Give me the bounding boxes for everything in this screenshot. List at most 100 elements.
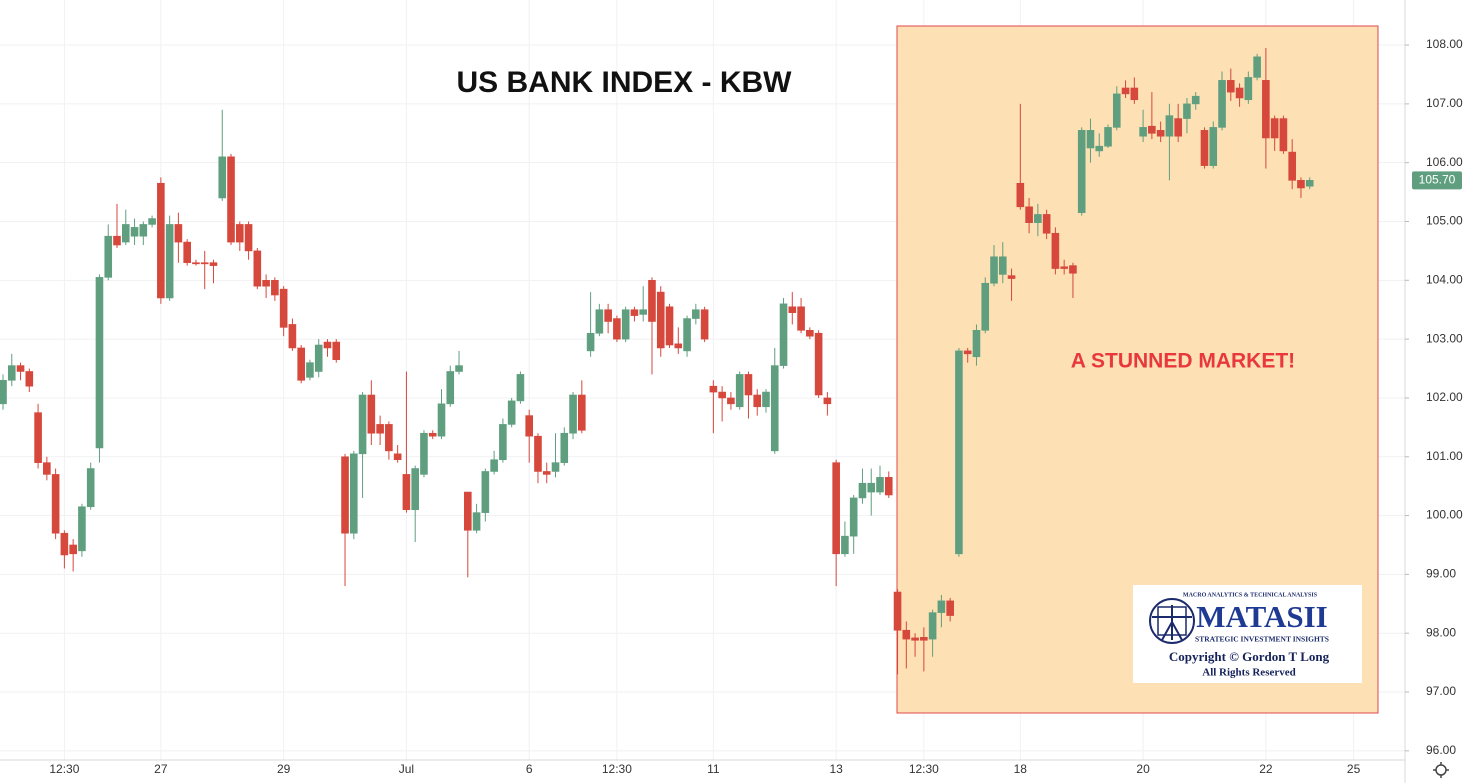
- candle-body: [1156, 130, 1165, 137]
- candle-body: [455, 365, 463, 372]
- candle-body: [893, 591, 902, 631]
- chart-title: US BANK INDEX - KBW: [457, 66, 793, 99]
- candle-body: [525, 415, 534, 437]
- candle-body: [1025, 206, 1033, 223]
- logo-emblem: [1149, 598, 1195, 644]
- candle-body: [902, 629, 911, 640]
- y-tick-label: 98.00: [1426, 625, 1456, 639]
- candle-body: [1191, 95, 1200, 105]
- candle-body: [1112, 93, 1121, 128]
- candle-body: [578, 394, 586, 431]
- candle-body: [437, 403, 446, 437]
- candle-body: [1060, 266, 1068, 269]
- candle-body: [1244, 77, 1253, 101]
- candle-body: [200, 262, 209, 265]
- candle-body: [1279, 118, 1288, 152]
- candle-body: [209, 262, 218, 266]
- x-tick-label: 29: [277, 762, 291, 776]
- candle-body: [95, 277, 104, 449]
- candle-body: [762, 391, 770, 408]
- logo-rights: All Rights Reserved: [1202, 667, 1296, 679]
- candle-body: [1051, 232, 1060, 269]
- candle-body: [0, 379, 7, 405]
- candle-body: [1253, 56, 1261, 78]
- candle-body: [376, 424, 384, 434]
- candle-body: [683, 318, 691, 352]
- x-tick-label: 22: [1259, 762, 1273, 776]
- settings-icon[interactable]: [1435, 764, 1447, 776]
- candle-body: [157, 182, 165, 299]
- candle-body: [516, 374, 525, 402]
- candle-body: [139, 224, 148, 237]
- candle-body: [43, 462, 51, 475]
- candle-body: [604, 309, 612, 322]
- candle-body: [69, 544, 77, 555]
- candle-body: [1069, 265, 1077, 274]
- candle-body: [1218, 80, 1226, 128]
- candle-body: [174, 224, 183, 243]
- y-tick-label: 102.00: [1426, 390, 1463, 404]
- logo-subtitle: STRATEGIC INVESTMENT INSIGHTS: [1195, 635, 1329, 644]
- settings-icon[interactable]: [1433, 762, 1449, 778]
- candle-body: [472, 512, 481, 531]
- candle-body: [1227, 80, 1235, 93]
- candle-body: [51, 474, 60, 534]
- candle-body: [271, 280, 279, 296]
- candle-body: [332, 341, 341, 361]
- candle-body: [849, 497, 858, 537]
- candle-body: [78, 506, 86, 552]
- candle-body: [165, 224, 174, 299]
- candle-body: [411, 468, 419, 510]
- candle-body: [1165, 115, 1174, 137]
- candle-body: [1209, 127, 1218, 166]
- candle-body: [937, 600, 946, 613]
- candle-body: [613, 318, 621, 340]
- candle-body: [876, 477, 884, 493]
- candle-body: [1104, 127, 1112, 147]
- candles: [0, 47, 1314, 675]
- candle-body: [1297, 180, 1305, 189]
- candle-body: [586, 332, 595, 352]
- x-tick-label: 27: [154, 762, 168, 776]
- candle-body: [595, 309, 604, 334]
- x-tick-label: Jul: [399, 762, 414, 776]
- candle-body: [279, 288, 288, 328]
- candle-body: [1130, 87, 1139, 101]
- y-tick-label: 99.00: [1426, 567, 1456, 581]
- candle-body: [621, 309, 630, 340]
- x-tick-label: 18: [1014, 762, 1028, 776]
- y-tick-label: 103.00: [1426, 331, 1463, 345]
- x-tick-label: 12:30: [909, 762, 939, 776]
- candle-body: [841, 535, 849, 555]
- candle-body: [499, 424, 507, 461]
- candle-body: [630, 309, 639, 316]
- candle-body: [393, 453, 402, 461]
- candle-body: [867, 482, 876, 493]
- candle-body: [770, 365, 779, 452]
- candle-body: [113, 235, 121, 246]
- candle-body: [744, 374, 753, 396]
- candle-body: [963, 350, 972, 355]
- candle-body: [235, 224, 244, 243]
- y-tick-label: 101.00: [1426, 449, 1463, 463]
- candle-body: [981, 282, 990, 331]
- candle-body: [183, 241, 191, 263]
- candle-body: [1042, 214, 1051, 234]
- candle-body: [60, 532, 69, 556]
- logo-brand: MATASII: [1196, 599, 1327, 634]
- settings-icon[interactable]: [1433, 762, 1449, 778]
- candle-body: [1016, 182, 1025, 208]
- candle-body: [542, 471, 551, 475]
- candle-body: [797, 306, 805, 331]
- y-tick-label: 96.00: [1426, 743, 1456, 757]
- candle-body: [402, 474, 411, 510]
- y-tick-label: 107.00: [1426, 96, 1463, 110]
- candle-body: [1305, 180, 1314, 187]
- candle-body: [481, 471, 490, 513]
- candle-body: [148, 218, 156, 225]
- candle-body: [446, 371, 455, 405]
- candle-body: [244, 224, 253, 252]
- candle-body: [709, 385, 718, 393]
- candle-body: [1095, 145, 1104, 152]
